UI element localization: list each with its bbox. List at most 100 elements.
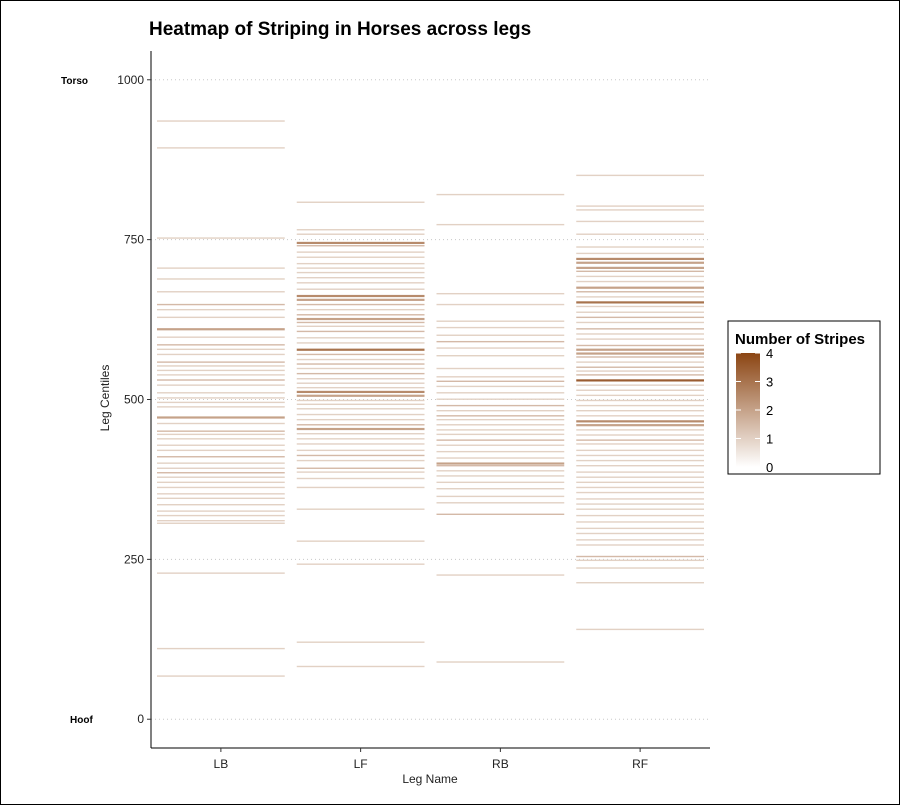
stripe-cell bbox=[436, 481, 565, 484]
stripe-cell bbox=[296, 390, 425, 394]
stripe-cell bbox=[576, 379, 704, 382]
stripe-cell bbox=[576, 316, 704, 319]
stripe-cell bbox=[296, 251, 425, 253]
stripe-cell bbox=[576, 498, 704, 500]
stripe-cell bbox=[576, 311, 704, 313]
stripe-cell bbox=[157, 422, 285, 425]
x-tick-label: LF bbox=[354, 757, 368, 771]
stripe-cell bbox=[576, 338, 704, 340]
x-tick-label: LB bbox=[214, 757, 229, 771]
stripe-cell bbox=[157, 497, 285, 500]
stripe-cell bbox=[436, 465, 565, 467]
stripe-cell bbox=[576, 404, 704, 407]
stripe-cell bbox=[296, 363, 425, 365]
stripe-cell bbox=[576, 434, 704, 436]
stripe-cell bbox=[576, 389, 704, 391]
stripe-cell bbox=[436, 661, 565, 663]
stripe-cell bbox=[296, 408, 425, 410]
stripe-cell bbox=[576, 361, 704, 363]
stripe-cell bbox=[436, 334, 565, 336]
stripe-cell bbox=[576, 275, 704, 278]
stripe-cell bbox=[576, 374, 704, 376]
stripe-cell bbox=[576, 559, 704, 562]
stripe-cell bbox=[576, 305, 704, 308]
stripe-cell bbox=[296, 358, 425, 361]
stripe-cell bbox=[157, 433, 285, 436]
stripe-cell bbox=[296, 314, 425, 316]
stripe-cell bbox=[576, 174, 704, 177]
stripe-cell bbox=[296, 294, 425, 298]
stripe-cell bbox=[296, 508, 425, 510]
stripe-cell bbox=[296, 399, 425, 402]
axes: 0 250 500 750 1000 LB LF RB RF Torso Hoof bbox=[61, 51, 710, 771]
stripe-cell bbox=[576, 628, 704, 631]
legend-ticks: 0 1 2 3 4 bbox=[736, 346, 773, 475]
x-tick-label: RF bbox=[632, 757, 648, 771]
stripe-cell bbox=[157, 493, 285, 495]
stripe-cell bbox=[436, 439, 565, 441]
stripe-cell bbox=[157, 406, 285, 408]
stripe-cell bbox=[296, 348, 425, 351]
stripe-cell bbox=[436, 429, 565, 431]
stripe-cell bbox=[576, 220, 704, 223]
stripe-cell bbox=[157, 416, 285, 419]
stripe-cell bbox=[157, 237, 285, 239]
stripe-cell bbox=[296, 271, 425, 274]
stripe-cell bbox=[576, 270, 704, 273]
stripe-cell bbox=[436, 376, 565, 378]
stripe-cell bbox=[296, 256, 425, 258]
stripe-cell bbox=[576, 465, 704, 467]
stripe-cell bbox=[576, 481, 704, 484]
stripe-cell bbox=[436, 444, 565, 446]
stripe-cell bbox=[157, 328, 285, 331]
stripe-cell bbox=[296, 288, 425, 290]
stripe-cell bbox=[157, 384, 285, 386]
stripe-cell bbox=[296, 394, 425, 397]
stripe-cell bbox=[576, 410, 704, 412]
stripe-cell bbox=[157, 303, 285, 306]
stripe-cell bbox=[296, 386, 425, 389]
stripe-cell bbox=[157, 438, 285, 440]
stripe-cell bbox=[157, 344, 285, 346]
stripe-cell bbox=[296, 563, 425, 565]
stripe-cell bbox=[157, 120, 285, 122]
stripe-cell bbox=[576, 476, 704, 478]
stripe-cell bbox=[436, 462, 565, 465]
stripe-cell bbox=[436, 347, 565, 349]
stripe-cell bbox=[296, 477, 425, 480]
stripe-cell bbox=[296, 303, 425, 306]
stripe-cell bbox=[436, 380, 565, 382]
stripe-cell bbox=[157, 444, 285, 446]
stripe-cell bbox=[296, 641, 425, 643]
stripe-cell bbox=[296, 486, 425, 489]
stripe-cell bbox=[157, 291, 285, 293]
stripe-cell bbox=[157, 476, 285, 478]
stripe-cell bbox=[296, 424, 425, 426]
stripe-cell bbox=[296, 459, 425, 462]
stripe-cell bbox=[576, 384, 704, 386]
stripe-cell bbox=[576, 503, 704, 505]
stripe-cell bbox=[576, 344, 704, 347]
stripe-cell bbox=[576, 348, 704, 351]
legend-tick-label: 1 bbox=[766, 432, 773, 447]
stripe-cell bbox=[157, 353, 285, 356]
stripe-cell bbox=[157, 456, 285, 458]
stripe-cell bbox=[157, 374, 285, 376]
stripe-cell bbox=[576, 356, 704, 358]
stripe-cell bbox=[296, 665, 425, 668]
stripe-cell bbox=[296, 443, 425, 445]
stripe-cell bbox=[436, 415, 565, 417]
stripe-cell bbox=[296, 540, 425, 542]
stripe-cell bbox=[296, 403, 425, 406]
stripe-cell bbox=[157, 449, 285, 452]
stripe-cell bbox=[576, 286, 704, 289]
stripe-cell bbox=[296, 282, 425, 284]
stripe-cell bbox=[576, 205, 704, 207]
stripe-cell bbox=[296, 317, 425, 321]
stripe-cell bbox=[157, 467, 285, 469]
y-tick-label: 1000 bbox=[117, 73, 144, 87]
stripe-cell bbox=[157, 519, 285, 522]
legend-title: Number of Stripes bbox=[735, 331, 865, 348]
stripe-cell bbox=[576, 257, 704, 261]
